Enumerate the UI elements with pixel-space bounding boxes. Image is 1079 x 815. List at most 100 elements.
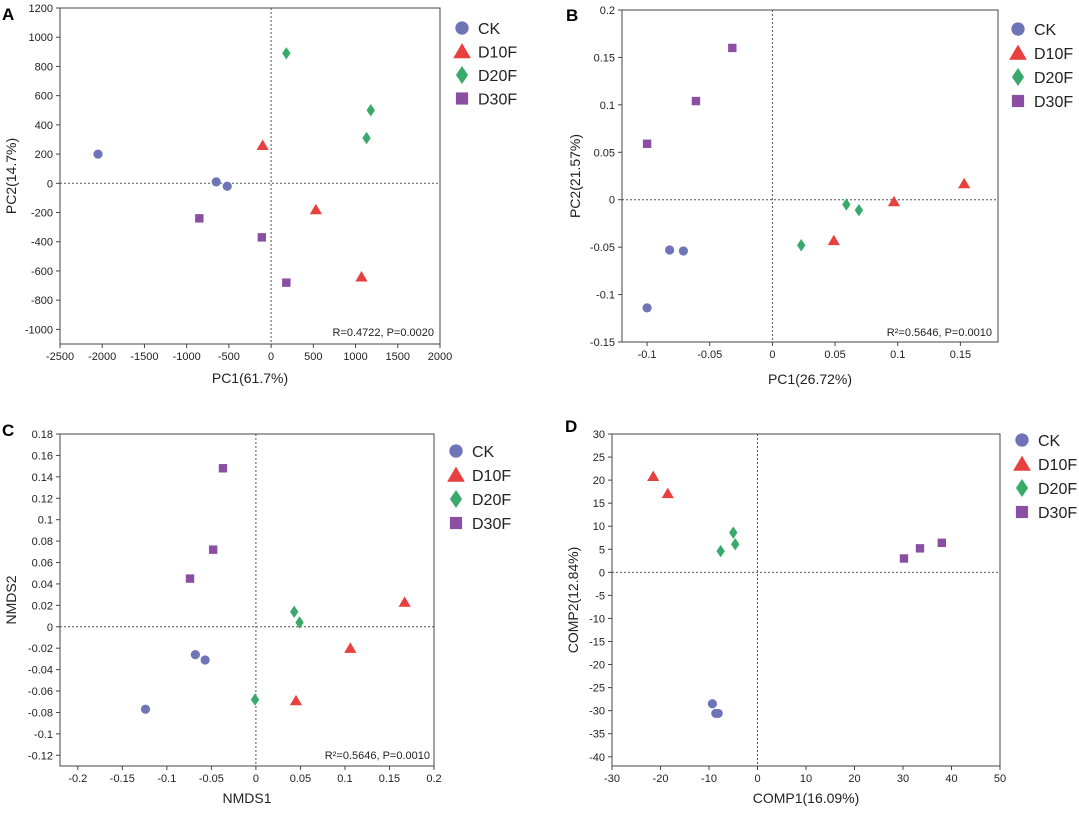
x-tick-label: 1000 bbox=[343, 351, 367, 363]
legend-label-d20f: D20F bbox=[1038, 481, 1077, 498]
legend-label-d30f: D30F bbox=[1038, 505, 1077, 522]
legend-circle-marker-icon bbox=[1015, 433, 1029, 447]
data-point-d20f bbox=[797, 239, 806, 252]
data-point-ck bbox=[211, 177, 221, 187]
x-tick-label: -0.15 bbox=[110, 773, 135, 785]
y-axis-label: PC2(14.7%) bbox=[3, 138, 19, 214]
y-tick-label: 0.02 bbox=[32, 600, 53, 612]
x-tick-label: 2000 bbox=[428, 351, 452, 363]
y-axis-label: NMDS2 bbox=[3, 575, 19, 624]
x-tick-label: -1000 bbox=[173, 351, 201, 363]
data-point-ck bbox=[140, 704, 151, 714]
x-axis-label: PC1(61.7%) bbox=[212, 370, 288, 386]
y-tick-label: -30 bbox=[589, 706, 605, 718]
y-axis-label: COMP2(12.84%) bbox=[565, 547, 581, 654]
data-point-d20f bbox=[730, 538, 740, 551]
data-point-d30f bbox=[899, 554, 909, 563]
legend: CK D10F D20F D30F bbox=[1009, 22, 1073, 111]
x-tick-label: 0 bbox=[253, 773, 259, 785]
y-tick-label: 0 bbox=[47, 178, 53, 190]
y-tick-label: -20 bbox=[589, 660, 605, 672]
data-point-d20f bbox=[729, 526, 738, 539]
y-tick-label: 15 bbox=[593, 498, 605, 510]
panel-C: -0.2 -0.15 -0.1 -0.05 0 0.05 0.1 0.15 0.2 -0.12 -0… bbox=[2, 421, 511, 806]
y-tick-label: 0.04 bbox=[32, 579, 53, 591]
legend-triangle-marker-icon bbox=[1009, 44, 1027, 60]
y-tick-label: 10 bbox=[593, 521, 605, 533]
legend-label-d10f: D10F bbox=[1038, 457, 1077, 474]
stats-annotation: R=0.4722, P=0.0020 bbox=[332, 327, 434, 339]
data-point-d20f bbox=[366, 104, 375, 117]
stats-annotation: R²=0.5646, P=0.0010 bbox=[325, 750, 430, 762]
y-tick-label: 0.12 bbox=[32, 493, 53, 505]
y-tick-label: -25 bbox=[589, 683, 605, 695]
panel-letter: A bbox=[2, 5, 14, 24]
y-tick-label: -800 bbox=[31, 295, 53, 307]
x-tick-label: 10 bbox=[800, 773, 812, 785]
legend-square-marker-icon bbox=[1015, 505, 1029, 519]
legend-label-ck: CK bbox=[1034, 22, 1057, 39]
data-point-d10f bbox=[647, 470, 660, 482]
legend-triangle-marker-icon bbox=[453, 43, 471, 59]
x-tick-label: -0.1 bbox=[157, 773, 176, 785]
data-point-d30f bbox=[642, 139, 652, 148]
x-tick-label: 500 bbox=[304, 351, 322, 363]
x-tick-label: 0.05 bbox=[824, 349, 845, 361]
stats-annotation: R²=0.5646, P=0.0010 bbox=[887, 327, 992, 339]
legend-square-marker-icon bbox=[449, 516, 463, 530]
legend: CK D10F D20F D30F bbox=[447, 444, 511, 533]
data-point-ck bbox=[707, 699, 717, 709]
data-point-d10f bbox=[827, 234, 840, 246]
y-tick-label: -0.08 bbox=[28, 707, 53, 719]
x-tick-label: 20 bbox=[848, 773, 860, 785]
y-tick-label: -0.06 bbox=[28, 686, 53, 698]
legend-label-d10f: D10F bbox=[478, 45, 517, 62]
y-tick-label: -0.02 bbox=[28, 643, 53, 655]
y-tick-label: 0.15 bbox=[594, 52, 615, 64]
data-point-d20f bbox=[295, 616, 304, 629]
x-tick-label: -0.1 bbox=[638, 349, 657, 361]
legend-diamond-marker-icon bbox=[449, 490, 463, 508]
data-point-ck bbox=[93, 149, 103, 159]
y-tick-label: -0.1 bbox=[34, 729, 53, 741]
y-tick-label: 800 bbox=[35, 61, 53, 73]
data-point-d20f bbox=[854, 203, 864, 217]
data-point-ck bbox=[713, 708, 723, 719]
data-point-ck bbox=[665, 245, 675, 255]
legend-label-d20f: D20F bbox=[478, 68, 517, 85]
data-point-d30f bbox=[195, 214, 204, 223]
y-tick-label: -0.04 bbox=[28, 665, 53, 677]
data-point-d30f bbox=[218, 464, 228, 473]
panel-D: -30 -20 -10 0 10 20 30 40 50-40-35-30-25-20-15-1… bbox=[565, 417, 1077, 806]
data-point-d30f bbox=[937, 538, 946, 548]
x-tick-label: 1500 bbox=[386, 351, 410, 363]
x-tick-label: 0 bbox=[268, 351, 274, 363]
legend: CK D10F D20F D30F bbox=[453, 21, 517, 109]
x-axis-label: PC1(26.72%) bbox=[768, 371, 852, 387]
x-tick-label: 30 bbox=[897, 773, 909, 785]
legend-circle-marker-icon bbox=[449, 444, 463, 458]
plot-frame bbox=[59, 7, 441, 345]
legend-label-d30f: D30F bbox=[1034, 94, 1073, 111]
y-tick-label: 0.05 bbox=[594, 147, 615, 159]
plot-frame bbox=[621, 9, 999, 343]
x-tick-label: 40 bbox=[945, 773, 957, 785]
y-tick-label: 0.1 bbox=[600, 100, 615, 112]
y-tick-label: 20 bbox=[593, 475, 605, 487]
x-axis-label: COMP1(16.09%) bbox=[753, 790, 860, 806]
legend-label-ck: CK bbox=[478, 21, 501, 38]
data-point-ck bbox=[200, 655, 210, 665]
data-point-d20f bbox=[282, 47, 291, 60]
y-tick-label: 0.08 bbox=[32, 536, 53, 548]
data-point-ck bbox=[642, 303, 652, 313]
data-point-d20f bbox=[716, 544, 725, 558]
data-point-d30f bbox=[185, 574, 195, 583]
x-tick-label: 0.1 bbox=[890, 349, 905, 361]
data-point-d10f bbox=[309, 203, 322, 215]
data-point-d30f bbox=[282, 278, 291, 287]
x-tick-label: 0.15 bbox=[379, 773, 400, 785]
x-tick-label: -0.05 bbox=[199, 773, 224, 785]
y-tick-label: 1200 bbox=[29, 3, 53, 15]
y-tick-label: -0.15 bbox=[590, 337, 615, 349]
y-tick-label: 0.1 bbox=[38, 515, 53, 527]
